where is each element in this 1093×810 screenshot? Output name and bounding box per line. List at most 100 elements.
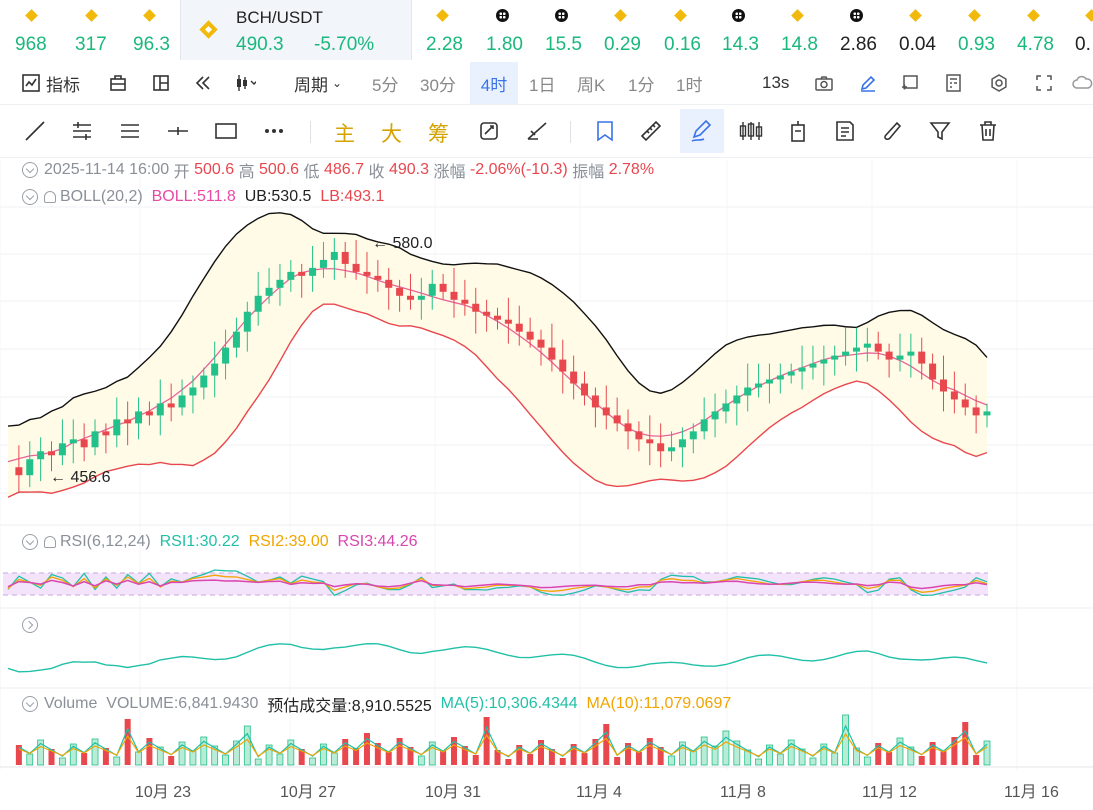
collapse-icon[interactable] [22,696,38,712]
interval-1w[interactable]: 周K [577,75,606,95]
interval-1d[interactable]: 1日 [529,75,556,95]
rsi2-value: RSI2:39.00 [248,533,329,550]
amplitude-label: 振幅 [572,164,605,181]
interval-30m[interactable]: 30分 [420,75,456,95]
volume-bar [820,743,828,766]
collapse-icon[interactable] [22,534,38,550]
candle-body [439,283,447,292]
high-value: 500.6 [259,161,300,178]
volume-bar [559,758,566,765]
candle-body [406,295,414,300]
volume-bar [896,737,904,766]
camera-icon[interactable] [813,72,835,94]
ticker-price: 14.3 [722,34,759,55]
x-tick-label: 11月 4 [576,784,622,801]
volume-row: Volume VOLUME:6,841.9430 预估成交量:8,910.552… [22,693,731,715]
more-icon[interactable] [261,118,287,144]
ruler-icon[interactable] [638,118,664,144]
candle-type-icon[interactable] [234,72,256,94]
candle-body [798,367,806,372]
rsi3-value: RSI3:44.26 [337,533,418,550]
candle-body [189,387,197,396]
candle-body [983,411,991,416]
draw-pen-icon[interactable] [680,109,724,153]
collapse-icon[interactable] [22,162,38,178]
countdown: 13s [762,73,790,92]
add-window-icon[interactable] [899,72,921,94]
interval-1h[interactable]: 1时 [676,75,703,95]
candle-body [581,383,589,396]
ticker-price: 1.80 [486,34,523,55]
pair-change: -5.70% [314,34,375,55]
ticker-price: 4.78 [1017,34,1054,55]
trash-icon[interactable] [975,118,1001,144]
note-icon[interactable] [832,118,858,144]
volume-bar [907,746,915,766]
interval-4h[interactable]: 4时 [470,62,518,104]
alert-icon[interactable] [44,536,56,548]
volume-bar [48,749,55,765]
ticker-price: 968 [15,34,47,55]
change-label: 涨幅 [433,164,466,181]
collapse-icon[interactable] [22,189,38,205]
volume-bar [483,717,490,765]
volume-bar [700,736,708,766]
measure-icon[interactable] [524,118,550,144]
candle-body [711,411,719,420]
chart-toolbar: 指标 周期 ⌄ 5分 30分 4时 1日 周K 1分 1时 13s [0,62,1093,105]
candle-body [483,311,491,316]
high-label: 高 [238,164,255,181]
candle-body [765,379,773,384]
replay-icon[interactable] [192,72,214,94]
volume-bar [276,753,284,766]
ticker-price: 2.86 [840,34,877,55]
settings-icon[interactable] [988,72,1010,94]
low-value: 486.7 [324,161,365,178]
hline-icon[interactable] [165,118,191,144]
period-label: 周期 [294,75,328,95]
volume-bar [592,739,599,765]
expand-icon[interactable] [22,617,38,633]
active-ticker[interactable]: BCH/USDT 490.3 -5.70% [180,0,412,60]
alert-icon[interactable] [44,191,56,203]
layout-icon[interactable] [150,72,172,94]
volume-bar [222,754,229,766]
rectangle-icon[interactable] [213,118,239,144]
interval-1min[interactable]: 1分 [628,75,655,95]
calculator-icon[interactable] [943,72,965,94]
volume-bar [309,757,316,766]
filter-icon[interactable] [927,118,953,144]
candle-body [787,371,795,376]
briefcase-icon[interactable] [107,72,129,94]
boll-band-fill [8,212,987,498]
candle-body [537,339,545,348]
chips-toggle[interactable]: 筹 [428,123,449,146]
candle-body [472,303,480,312]
indicator-icon[interactable] [20,72,42,94]
big-toggle[interactable]: 大 [381,123,402,146]
interval-5m[interactable]: 5分 [372,75,399,95]
main-toggle[interactable]: 主 [334,123,355,146]
candles-icon[interactable] [738,118,764,144]
position-icon[interactable] [785,118,811,144]
fullscreen-icon[interactable] [1033,72,1055,94]
pencil-icon[interactable] [857,72,879,94]
volume-bar [450,737,457,765]
low-label: 低 [303,164,320,181]
bookmark-icon[interactable] [592,118,618,144]
line-tool-icon[interactable] [22,118,48,144]
indicator-line [7,642,988,673]
candle-body [515,323,523,332]
period-dropdown[interactable]: 周期 ⌄ [294,62,342,104]
cloud-icon[interactable] [1071,72,1093,94]
channel-icon[interactable] [117,118,143,144]
volume-bar [886,752,893,765]
volume-bar [374,743,381,765]
indicators-button[interactable]: 指标 [46,75,80,95]
magnet-icon[interactable] [476,118,502,144]
horizontal-lines-icon[interactable] [69,118,95,144]
candle-body [624,423,632,432]
brush-icon[interactable] [879,118,905,144]
volume-bar [668,755,675,766]
